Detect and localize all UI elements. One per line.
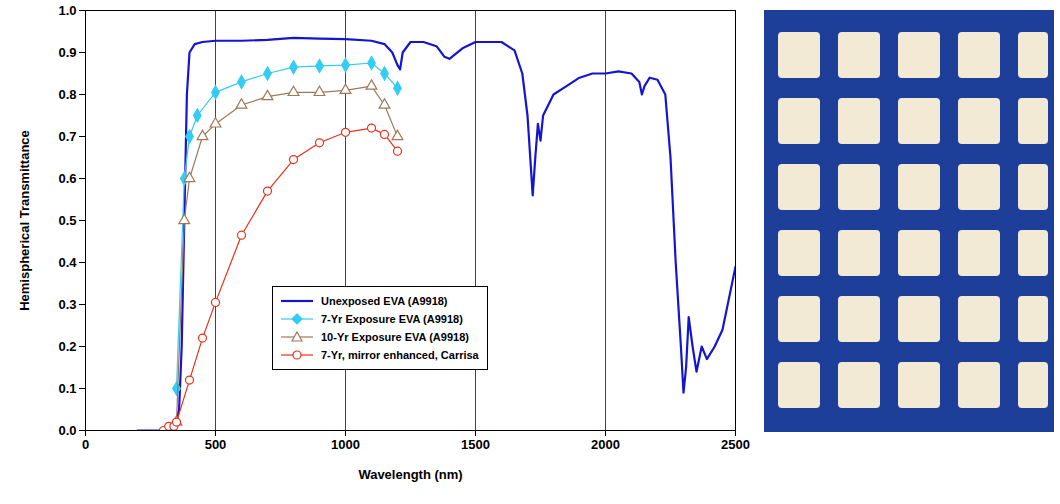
svg-text:1500: 1500 bbox=[461, 437, 490, 452]
html-text:Unexposed EVA (A9918): Unexposed EVA (A9918) bbox=[321, 295, 448, 307]
html-text:10-Yr Exposure EVA (A9918): 10-Yr Exposure EVA (A9918) bbox=[321, 331, 469, 343]
svg-text:1000: 1000 bbox=[331, 437, 360, 452]
svg-text:0.4: 0.4 bbox=[58, 255, 77, 270]
svg-text:2000: 2000 bbox=[591, 437, 620, 452]
svg-text:0.8: 0.8 bbox=[58, 87, 76, 102]
html-text:7-Yr, mirror enhanced, Carrisa: 7-Yr, mirror enhanced, Carrisa bbox=[321, 349, 479, 361]
svg-text:Wavelength (nm): Wavelength (nm) bbox=[358, 467, 462, 482]
svg-text:1.0: 1.0 bbox=[58, 3, 76, 18]
svg-text:0.2: 0.2 bbox=[58, 339, 76, 354]
svg-text:500: 500 bbox=[205, 437, 227, 452]
html-text:7-Yr Exposure EVA (A9918): 7-Yr Exposure EVA (A9918) bbox=[321, 313, 463, 325]
svg-text:0.3: 0.3 bbox=[58, 297, 76, 312]
svg-text:0.0: 0.0 bbox=[58, 423, 76, 438]
svg-text:2500: 2500 bbox=[721, 437, 750, 452]
svg-text:0.7: 0.7 bbox=[58, 129, 76, 144]
svg-text:Hemispherical Transmittance: Hemispherical Transmittance bbox=[17, 130, 32, 311]
svg-text:0.6: 0.6 bbox=[58, 171, 76, 186]
svg-text:0.9: 0.9 bbox=[58, 45, 76, 60]
svg-text:0.5: 0.5 bbox=[58, 213, 76, 228]
svg-text:0.1: 0.1 bbox=[58, 381, 76, 396]
svg-text:0: 0 bbox=[82, 437, 89, 452]
